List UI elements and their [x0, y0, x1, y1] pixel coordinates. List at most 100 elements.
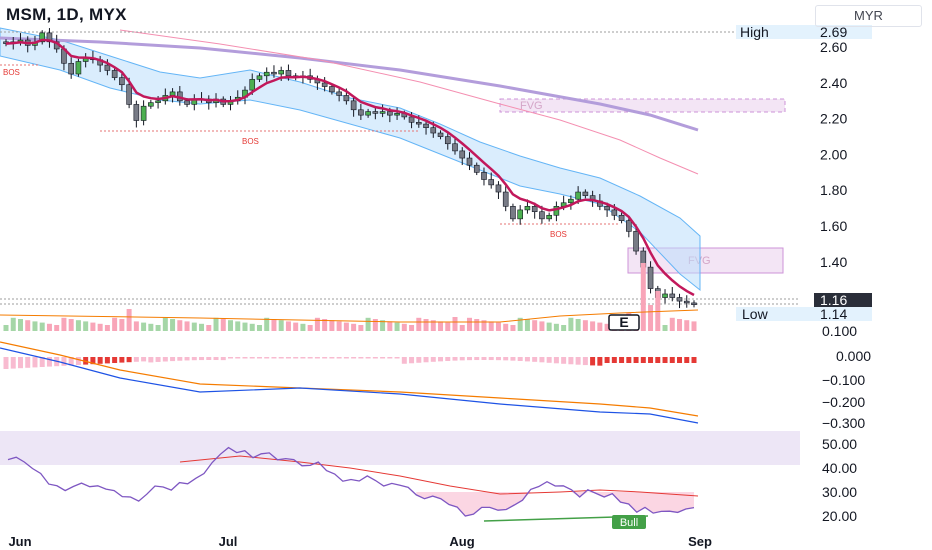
rsi-tick-label: 30.00: [822, 484, 857, 500]
candle-body: [676, 297, 683, 302]
candle-body: [444, 136, 451, 145]
candle-body: [155, 100, 161, 103]
macd-hist-bar: [524, 357, 530, 362]
candle-body: [510, 206, 516, 220]
volume-bar: [184, 321, 190, 331]
macd-hist-bar: [300, 357, 306, 359]
candle-body: [365, 111, 371, 116]
candle-body: [46, 32, 53, 43]
price-tick-label: 2.40: [820, 75, 847, 91]
macd-tick-label: −0.200: [822, 394, 865, 410]
candle-body: [321, 82, 328, 87]
volume-bar: [112, 317, 118, 331]
ma100-line: [119, 29, 699, 175]
macd-hist-bar: [474, 357, 480, 361]
volume-bar: [517, 317, 523, 331]
macd-hist-bar: [242, 357, 248, 359]
volume-bar: [162, 317, 168, 331]
volume-bar: [358, 325, 364, 331]
time-tick-label: Jun: [8, 534, 31, 549]
macd-hist-bar: [104, 357, 110, 364]
macd-hist-bar: [126, 357, 132, 363]
high-marker-value: 2.69: [820, 24, 847, 40]
candle-body: [126, 84, 132, 105]
ma200-line: [0, 36, 699, 132]
candle-body: [256, 75, 263, 80]
macd-hist-bar: [466, 357, 472, 361]
volume-bar: [249, 323, 255, 331]
macd-hist-bar: [539, 357, 545, 363]
volume-bar: [445, 322, 451, 331]
macd-hist-bar: [416, 357, 422, 363]
macd-hist-bar: [271, 357, 277, 359]
currency-selector[interactable]: MYR: [815, 5, 922, 27]
candle-body: [495, 184, 502, 193]
volume-bar: [495, 322, 501, 331]
time-tick-label: Sep: [688, 534, 712, 549]
volume-bar: [510, 325, 516, 331]
price-tick-label: 2.60: [820, 39, 847, 55]
macd-hist-bar: [141, 357, 147, 362]
macd-hist-bar: [235, 357, 241, 359]
volume-bar: [546, 322, 552, 331]
candle-body: [683, 300, 690, 304]
volume-bar: [655, 291, 661, 331]
candle-body: [408, 116, 415, 123]
candle-body: [372, 111, 379, 114]
candle-body: [546, 214, 552, 220]
macd-hist-bar: [633, 357, 639, 363]
bull-badge: [612, 515, 646, 529]
candle-body: [133, 104, 140, 121]
candle-body: [249, 79, 256, 91]
time-axis: Jun Jul Aug Sep: [8, 534, 712, 549]
volume-bar: [170, 319, 176, 331]
macd-hist-bar: [177, 357, 183, 361]
macd-hist-bar: [380, 357, 386, 359]
price-tick-label: 2.00: [820, 146, 847, 162]
volume-bar: [372, 319, 378, 331]
macd-hist-bar: [611, 357, 617, 363]
price-tick-label: 1.80: [820, 182, 847, 198]
macd-hist-bar: [191, 357, 197, 361]
candle-body: [618, 214, 625, 221]
volume-bar: [256, 325, 262, 331]
volume-bar: [539, 321, 545, 331]
macd-hist-bar: [39, 357, 45, 367]
macd-hist-bar: [61, 357, 67, 366]
macd-hist-bar: [336, 357, 342, 359]
macd-hist-bar: [488, 357, 494, 361]
volume-bar: [365, 317, 371, 331]
volume-bar: [68, 319, 74, 331]
volume-bar: [293, 322, 299, 331]
volume-bar: [459, 325, 465, 331]
time-tick-label: Jul: [219, 534, 238, 549]
macd-hist-bar: [329, 357, 335, 359]
macd-hist-bar: [293, 357, 299, 359]
ema-line: [5, 38, 695, 297]
macd-hist-bar: [264, 357, 270, 359]
volume-bar: [488, 321, 494, 331]
macd-hist-bar: [655, 357, 661, 363]
price-axis: 2.602.402.202.001.801.601.401.20: [820, 39, 847, 305]
price-axis-bg: [800, 0, 932, 550]
macd-hist-bar: [256, 357, 262, 359]
symbol-header: MSM, 1D, MYX: [0, 3, 133, 27]
volume-bar: [104, 325, 110, 331]
earnings-badge[interactable]: [608, 314, 640, 331]
candle-body: [691, 302, 697, 305]
volume-bar: [54, 325, 60, 331]
candle-body: [423, 123, 429, 128]
candles: [3, 28, 697, 309]
volume-bar: [97, 323, 103, 331]
volume-bar: [177, 320, 183, 331]
volume-bar: [228, 320, 234, 331]
volume-bar: [336, 321, 342, 331]
macd-hist-bar: [677, 357, 683, 363]
volume-bar: [604, 323, 610, 331]
macd-hist-bar: [32, 357, 38, 368]
volume-bar: [126, 309, 132, 331]
candle-body: [502, 191, 509, 207]
volume-bar: [10, 317, 16, 331]
macd-hist-bar: [25, 357, 31, 368]
macd-hist-bar: [75, 357, 81, 365]
